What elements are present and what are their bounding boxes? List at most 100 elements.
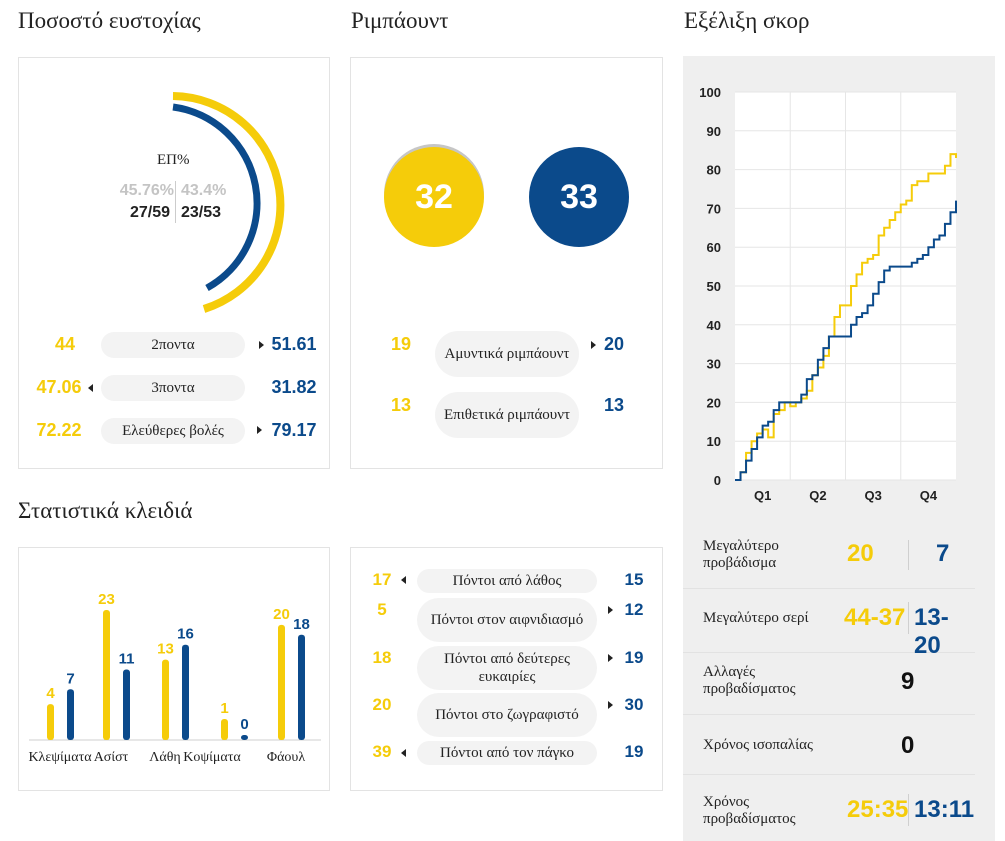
team2-pts-turnover: 15 bbox=[624, 570, 644, 589]
team2-lead-time: 13:11 bbox=[914, 796, 975, 823]
stat-pts-second: Πόντοι από δεύτερες ευκαιρίες bbox=[417, 646, 597, 690]
score-progress-title: Εξέλιξη σκορ bbox=[684, 8, 810, 33]
team2-bar-value: 7 bbox=[66, 670, 74, 687]
team1-bar-value: 23 bbox=[98, 591, 115, 608]
team1-2pt: 44 bbox=[54, 334, 76, 354]
team1-bar-value: 13 bbox=[157, 641, 174, 658]
team2-pts-bench: 19 bbox=[624, 742, 644, 761]
key-stats-bars-card: 4 7 Κλεψίματα 23 11 Ασίστ 13 16 Λάθη 1 0 Κοψίματα 20… bbox=[18, 547, 330, 791]
summary-row-biggest-run: Μεγαλύτερο σερί 44-37 13-20 bbox=[683, 588, 975, 659]
lead-arrow-right-icon bbox=[608, 701, 613, 709]
team1-pts-second: 18 bbox=[372, 648, 392, 667]
team1-biggest-run: 44-37 bbox=[844, 604, 906, 631]
team2-pts-fastbreak: 12 bbox=[624, 600, 644, 619]
team1-bar bbox=[278, 624, 285, 740]
summary-label: Αλλαγές προβαδίσματος bbox=[703, 664, 796, 697]
team1-pts-turnover: 17 bbox=[372, 570, 392, 589]
y-tick-label: 0 bbox=[714, 473, 721, 488]
summary-divider bbox=[908, 540, 909, 570]
summary-row-biggest-lead: Μεγαλύτερο προβάδισμα 20 7 bbox=[683, 526, 975, 589]
lead-arrow-right-icon bbox=[608, 606, 613, 614]
stat-2pt: 2ποντα bbox=[101, 332, 245, 358]
rebounds-title: Ριμπάουντ bbox=[351, 8, 449, 33]
rebounds-card: 32 33 19 Αμυντικά ριμπάουντ 20 13 Επιθετ… bbox=[350, 57, 663, 469]
key-stats-title: Στατιστικά κλειδιά bbox=[18, 498, 193, 523]
team2-def-reb: 20 bbox=[603, 334, 625, 354]
bar-category-label: Κοψίματα bbox=[183, 750, 241, 765]
summary-divider bbox=[908, 794, 909, 826]
team1-bar bbox=[103, 610, 110, 740]
team1-ft: 72.22 bbox=[36, 420, 82, 440]
team1-biggest-lead: 20 bbox=[847, 540, 874, 567]
summary-label: Χρόνος ισοπαλίας bbox=[703, 737, 813, 753]
team2-bar bbox=[182, 644, 189, 740]
team2-bar bbox=[298, 634, 305, 740]
bar-category-label: Κλεψίματα bbox=[28, 750, 92, 765]
team1-bar-value: 4 bbox=[46, 685, 55, 702]
team2-biggest-run: 13-20 bbox=[914, 604, 949, 659]
team2-arc bbox=[172, 103, 261, 292]
team1-lead-time: 25:35 bbox=[847, 796, 909, 823]
y-tick-label: 50 bbox=[707, 279, 721, 294]
team1-fg-made: 27/59 bbox=[129, 204, 170, 221]
summary-divider bbox=[908, 602, 909, 634]
stat-def-reb: Αμυντικά ριμπάουντ bbox=[435, 331, 579, 377]
team1-arc bbox=[172, 92, 285, 313]
team1-def-reb: 19 bbox=[390, 334, 412, 354]
lead-arrow-left-icon bbox=[88, 384, 93, 392]
team2-bar bbox=[67, 689, 74, 740]
team2-pts-paint: 30 bbox=[624, 695, 644, 714]
team1-bar bbox=[47, 704, 54, 740]
team1-pts-paint: 20 bbox=[372, 695, 392, 714]
y-tick-label: 90 bbox=[707, 124, 721, 139]
team2-rebounds-circle: 33 bbox=[529, 147, 629, 247]
points-card: 17 Πόντοι από λάθος 15 5 Πόντοι στον αιφ… bbox=[350, 547, 663, 791]
x-tick-label: Q2 bbox=[809, 488, 826, 503]
team2-bar-value: 11 bbox=[119, 650, 135, 667]
y-tick-label: 20 bbox=[707, 395, 721, 410]
team1-score-line bbox=[735, 153, 957, 481]
y-tick-label: 40 bbox=[707, 318, 721, 333]
y-tick-label: 100 bbox=[699, 85, 721, 100]
lead-arrow-left-icon bbox=[401, 749, 406, 757]
lead-arrow-right-icon bbox=[257, 426, 262, 434]
team2-bar-value: 16 bbox=[177, 626, 194, 643]
bar-category-label: Ασίστ bbox=[94, 750, 129, 765]
stat-pts-turnover: Πόντοι από λάθος bbox=[417, 569, 597, 593]
lead-arrow-left-icon bbox=[401, 576, 406, 584]
tie-time-value: 0 bbox=[901, 732, 915, 759]
x-tick-label: Q1 bbox=[754, 488, 771, 503]
team1-off-reb: 13 bbox=[390, 395, 412, 415]
y-tick-label: 80 bbox=[707, 163, 721, 178]
summary-row-tie-time: Χρόνος ισοπαλίας 0 bbox=[683, 714, 975, 775]
summary-row-lead-time: Χρόνος προβαδίσματος 25:35 13:11 bbox=[683, 774, 975, 840]
stat-3pt: 3ποντα bbox=[101, 375, 245, 401]
team2-bar bbox=[123, 669, 130, 740]
team1-fg-pct: 45.76% bbox=[119, 182, 174, 199]
lead-changes-value: 9 bbox=[901, 668, 915, 695]
x-tick-label: Q3 bbox=[864, 488, 881, 503]
y-tick-label: 10 bbox=[707, 434, 721, 449]
stat-pts-paint: Πόντοι στο ζωγραφιστό bbox=[417, 693, 597, 737]
team2-3pt: 31.82 bbox=[271, 377, 317, 397]
stat-pts-fastbreak: Πόντοι στον αιφνιδιασμό bbox=[417, 598, 597, 642]
summary-row-lead-changes: Αλλαγές προβαδίσματος 9 bbox=[683, 652, 975, 715]
team2-fg-pct: 43.4% bbox=[181, 182, 227, 199]
team1-pts-bench: 39 bbox=[372, 742, 392, 761]
y-tick-label: 30 bbox=[707, 357, 721, 372]
team1-bar bbox=[162, 659, 169, 740]
lead-arrow-right-icon bbox=[608, 654, 613, 662]
shooting-donut bbox=[172, 92, 285, 313]
lead-arrow-right-icon bbox=[591, 341, 596, 349]
y-tick-label: 70 bbox=[707, 201, 721, 216]
y-tick-label: 60 bbox=[707, 240, 721, 255]
fg-divider bbox=[175, 181, 176, 223]
team1-3pt: 47.06 bbox=[36, 377, 82, 397]
stat-ft: Ελεύθερες βολές bbox=[101, 418, 245, 444]
x-tick-label: Q4 bbox=[920, 488, 938, 503]
fg-label: ΕΠ% bbox=[157, 152, 190, 168]
score-progress-panel: 0 10 20 30 40 50 60 70 80 90 100 Q1 Q2 Q3 Q4 Μεγαλύτερ… bbox=[683, 56, 995, 841]
stat-off-reb: Επιθετικά ριμπάουντ bbox=[435, 392, 579, 438]
team2-ft: 79.17 bbox=[271, 420, 317, 440]
